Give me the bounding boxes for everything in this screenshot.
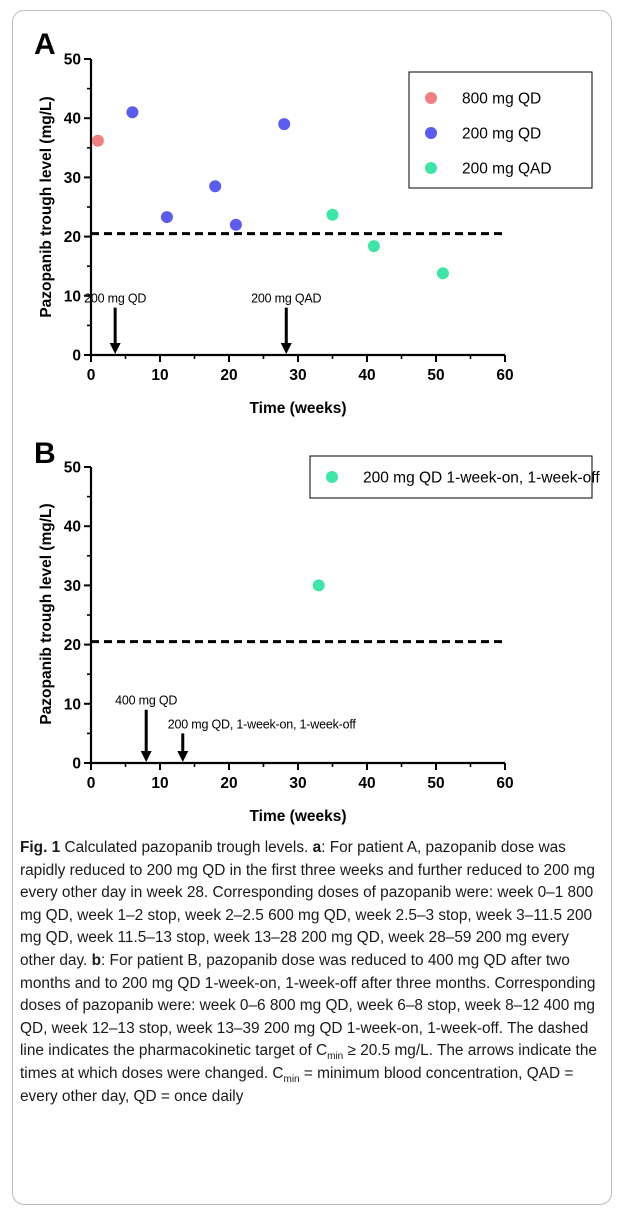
panel-a-data-point bbox=[229, 218, 242, 231]
figure-charts: A Pazopanib trough level (mg/L) Time (we… bbox=[34, 28, 600, 825]
panel-b-y-tick-label: 0 bbox=[72, 756, 81, 773]
panel-a-data-point bbox=[436, 267, 449, 280]
panel-a-xlabel: Time (weeks) bbox=[249, 400, 346, 417]
caption-end-text: = minimum blood concentration, QAD = eve… bbox=[20, 1064, 574, 1105]
panel-a-data-point bbox=[326, 208, 339, 221]
panel-b-y-tick-label: 10 bbox=[64, 696, 81, 713]
panel-a-dose-change-arrowhead bbox=[280, 343, 292, 354]
figure-caption: Fig. 1 Calculated pazopanib trough level… bbox=[20, 837, 600, 1108]
panel-a-data-point bbox=[126, 106, 139, 119]
panel-b-data-point bbox=[312, 579, 325, 592]
panel-a-data-point bbox=[160, 211, 173, 224]
panel-a-legend-marker bbox=[425, 92, 437, 104]
panel-b-x-tick-label: 30 bbox=[289, 775, 306, 792]
panel-b-x-tick-label: 40 bbox=[358, 775, 375, 792]
panel-a-x-tick-label: 50 bbox=[427, 367, 444, 384]
panel-b-letter: B bbox=[34, 437, 56, 470]
panel-a-plot: 0 10 20 30 40 50 0 10 20 30 40 50 60 200 mg QD 200 mg … bbox=[64, 52, 593, 384]
panel-a-dose-change-label: 200 mg QD bbox=[84, 292, 146, 306]
panel-a-x-tick-label: 40 bbox=[358, 367, 375, 384]
panel-b-legend-box bbox=[309, 455, 593, 499]
panel-a-y-tick-label: 30 bbox=[64, 170, 81, 187]
panel-a-legend-label: 200 mg QD bbox=[462, 126, 541, 143]
panel-a-ylabel: Pazopanib trough level (mg/L) bbox=[38, 96, 55, 317]
panel-a-y-tick-label: 10 bbox=[64, 288, 81, 305]
panel-a-y-tick-label: 40 bbox=[64, 111, 81, 128]
panel-b-dose-change-label: 400 mg QD bbox=[115, 694, 177, 708]
panel-a-x-tick-label: 10 bbox=[151, 367, 168, 384]
panel-b-y-tick-label: 50 bbox=[64, 460, 81, 477]
caption-a-text: : For patient A, pazopanib dose was rapi… bbox=[20, 839, 595, 969]
panel-a-letter: A bbox=[34, 28, 56, 61]
caption-cmin-sub-1: min bbox=[327, 1051, 344, 1063]
panel-a-legend-box bbox=[408, 71, 593, 189]
panel-a-y-tick-label: 0 bbox=[72, 348, 81, 365]
panel-b-x-tick-label: 10 bbox=[151, 775, 168, 792]
caption-fig-label: Fig. 1 bbox=[20, 839, 61, 856]
panel-b-ylabel: Pazopanib trough level (mg/L) bbox=[38, 503, 55, 724]
panel-a-y-tick-label: 50 bbox=[64, 52, 81, 69]
panel-a-dose-change-arrowhead bbox=[109, 343, 121, 354]
caption-b-text: : For patient B, pazopanib dose was redu… bbox=[20, 951, 596, 1060]
panel-a-x-tick-label: 30 bbox=[289, 367, 306, 384]
panel-a-legend-marker bbox=[425, 162, 437, 174]
caption-cmin-sub-2: min bbox=[283, 1074, 300, 1086]
figure-frame bbox=[12, 10, 612, 1205]
panel-a-data-point bbox=[209, 180, 222, 193]
panel-b-x-tick-label: 20 bbox=[220, 775, 237, 792]
panel-b-y-tick-label: 30 bbox=[64, 578, 81, 595]
panel-b-y-tick-label: 40 bbox=[64, 519, 81, 536]
caption-target-text: ≥ 20.5 mg/L. The arrows indicate the tim… bbox=[20, 1042, 597, 1082]
panel-a-legend-marker bbox=[425, 127, 437, 139]
caption-b-label: b bbox=[91, 951, 101, 969]
panel-b-x-tick-label: 50 bbox=[427, 775, 444, 792]
panel-a-x-tick-label: 0 bbox=[87, 367, 96, 384]
panel-b-legend-marker bbox=[326, 471, 338, 483]
panel-a-dose-change-label: 200 mg QAD bbox=[251, 292, 321, 306]
panel-b-legend-label: 200 mg QD 1-week-on, 1-week-off bbox=[363, 470, 600, 487]
panel-b-y-tick-label: 20 bbox=[64, 637, 81, 654]
panel-a-legend-label: 200 mg QAD bbox=[462, 161, 552, 178]
panel-b-dose-change-arrowhead bbox=[177, 751, 189, 762]
caption-title: Calculated pazopanib trough levels. bbox=[60, 839, 313, 856]
panel-b-xlabel: Time (weeks) bbox=[249, 808, 346, 825]
panel-a-y-tick-label: 20 bbox=[64, 229, 81, 246]
panel-b-x-tick-label: 60 bbox=[496, 775, 513, 792]
panel-b-x-tick-label: 0 bbox=[87, 775, 96, 792]
caption-a-label: a bbox=[312, 839, 322, 856]
panel-a-data-point bbox=[278, 118, 291, 131]
panel-a-data-point bbox=[91, 134, 104, 147]
panel-a-x-tick-label: 60 bbox=[496, 367, 513, 384]
panel-b-plot: 0 10 20 30 40 50 0 10 20 30 40 50 60 400 mg QD 200 mg … bbox=[64, 455, 600, 792]
panel-a-data-point bbox=[367, 240, 380, 253]
panel-a-legend-label: 800 mg QD bbox=[462, 91, 541, 108]
panel-b-dose-change-label: 200 mg QD, 1-week-on, 1-week-off bbox=[168, 717, 357, 731]
panel-a-x-tick-label: 20 bbox=[220, 367, 237, 384]
panel-b-dose-change-arrowhead bbox=[140, 751, 152, 762]
